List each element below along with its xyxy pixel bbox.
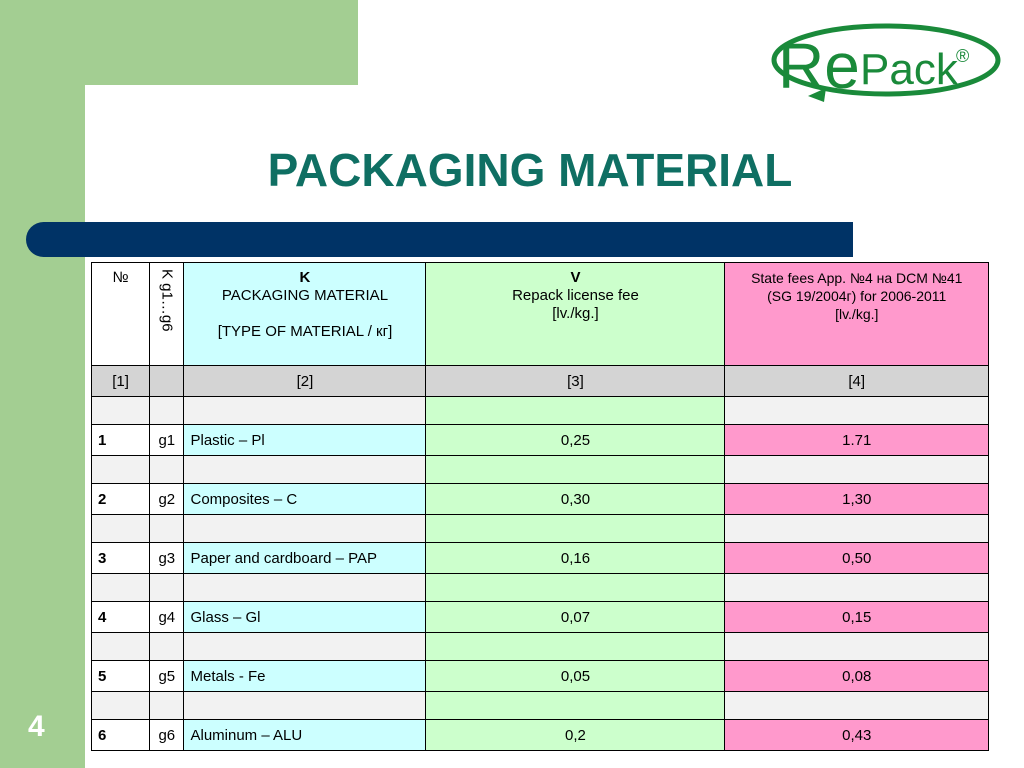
row-state-fee: 0,43 [724,719,989,751]
logo-re-text: Re [778,30,860,102]
row-group: g2 [149,483,185,515]
header-repack-fee: V Repack license fee [lv./kg.] [425,262,726,366]
row-group: g5 [149,660,185,692]
repack-logo: Re Pack ® [768,18,1004,104]
header-k-group: K g1…g6 [149,262,185,366]
row-state-fee: 1,30 [724,483,989,515]
table-row: 1 g1 Plastic – Pl 0,25 1.71 [90,424,989,456]
row-state-fee: 0,50 [724,542,989,574]
index-cell: [2] [183,365,427,397]
row-material: Aluminum – ALU [183,719,427,751]
spacer-row [90,455,989,484]
row-material: Glass – Gl [183,601,427,633]
header-material-unit: [TYPE OF MATERIAL / кг] [217,323,393,340]
header-v-label: V [570,269,581,286]
row-number: 3 [90,542,151,574]
row-number: 2 [90,483,151,515]
row-repack-fee: 0,07 [425,601,726,633]
row-group: g1 [149,424,185,456]
row-number: 5 [90,660,151,692]
spacer-row [90,573,989,602]
spacer-row [90,396,989,425]
row-repack-fee: 0,25 [425,424,726,456]
row-repack-fee: 0,2 [425,719,726,751]
row-number: 1 [90,424,151,456]
row-group: g4 [149,601,185,633]
table-row: 6 g6 Aluminum – ALU 0,2 0,43 [90,719,989,751]
row-state-fee: 0,08 [724,660,989,692]
table-row: 4 g4 Glass – Gl 0,07 0,15 [90,601,989,633]
spacer-row [90,691,989,720]
table-row: 2 g2 Composites – C 0,30 1,30 [90,483,989,515]
row-material: Metals - Fe [183,660,427,692]
index-cell: [1] [90,365,151,397]
row-material: Paper and cardboard – PAP [183,542,427,574]
packaging-material-table: № K g1…g6 K PACKAGING MATERIAL [TYPE OF … [90,262,989,751]
row-number: 6 [90,719,151,751]
index-cell: [4] [724,365,989,397]
row-repack-fee: 0,30 [425,483,726,515]
header-state-unit: [lv./kg.] [835,306,879,322]
top-green-band [0,0,358,85]
spacer-row [90,514,989,543]
header-repack-label: Repack license fee [512,287,639,304]
row-group: g6 [149,719,185,751]
table-row: 5 g5 Metals - Fe 0,05 0,08 [90,660,989,692]
row-material: Composites – C [183,483,427,515]
row-state-fee: 1.71 [724,424,989,456]
header-state-period: (SG 19/2004г) for 2006-2011 [767,288,947,304]
title-divider-bar [26,222,853,257]
header-k-label: K [299,269,311,286]
row-repack-fee: 0,16 [425,542,726,574]
index-cell: [3] [425,365,726,397]
row-material: Plastic – Pl [183,424,427,456]
row-repack-fee: 0,05 [425,660,726,692]
header-state-label: State fees App. №4 на DCM №41 [751,270,963,286]
header-repack-unit: [lv./kg.] [552,305,599,322]
header-packaging-material: K PACKAGING MATERIAL [TYPE OF MATERIAL /… [183,262,427,366]
header-material-label: PACKAGING MATERIAL [221,287,389,304]
table-header-row: № K g1…g6 K PACKAGING MATERIAL [TYPE OF … [90,262,989,366]
row-number: 4 [90,601,151,633]
page-number: 4 [28,710,45,743]
header-number-label: № [112,269,129,286]
white-rounded-corner [85,85,225,205]
header-state-fees: State fees App. №4 на DCM №41 (SG 19/200… [724,262,989,366]
left-green-band [0,0,85,768]
logo-registered-mark: ® [956,46,969,66]
spacer-row [90,632,989,661]
index-cell [149,365,185,397]
logo-pack-text: Pack [860,45,959,94]
page-title: PACKAGING MATERIAL [267,144,793,196]
table-row: 3 g3 Paper and cardboard – PAP 0,16 0,50 [90,542,989,574]
row-group: g3 [149,542,185,574]
index-row: [1] [2] [3] [4] [90,365,989,397]
row-state-fee: 0,15 [724,601,989,633]
header-k-group-label: K g1…g6 [158,269,176,332]
header-number: № [90,262,151,366]
